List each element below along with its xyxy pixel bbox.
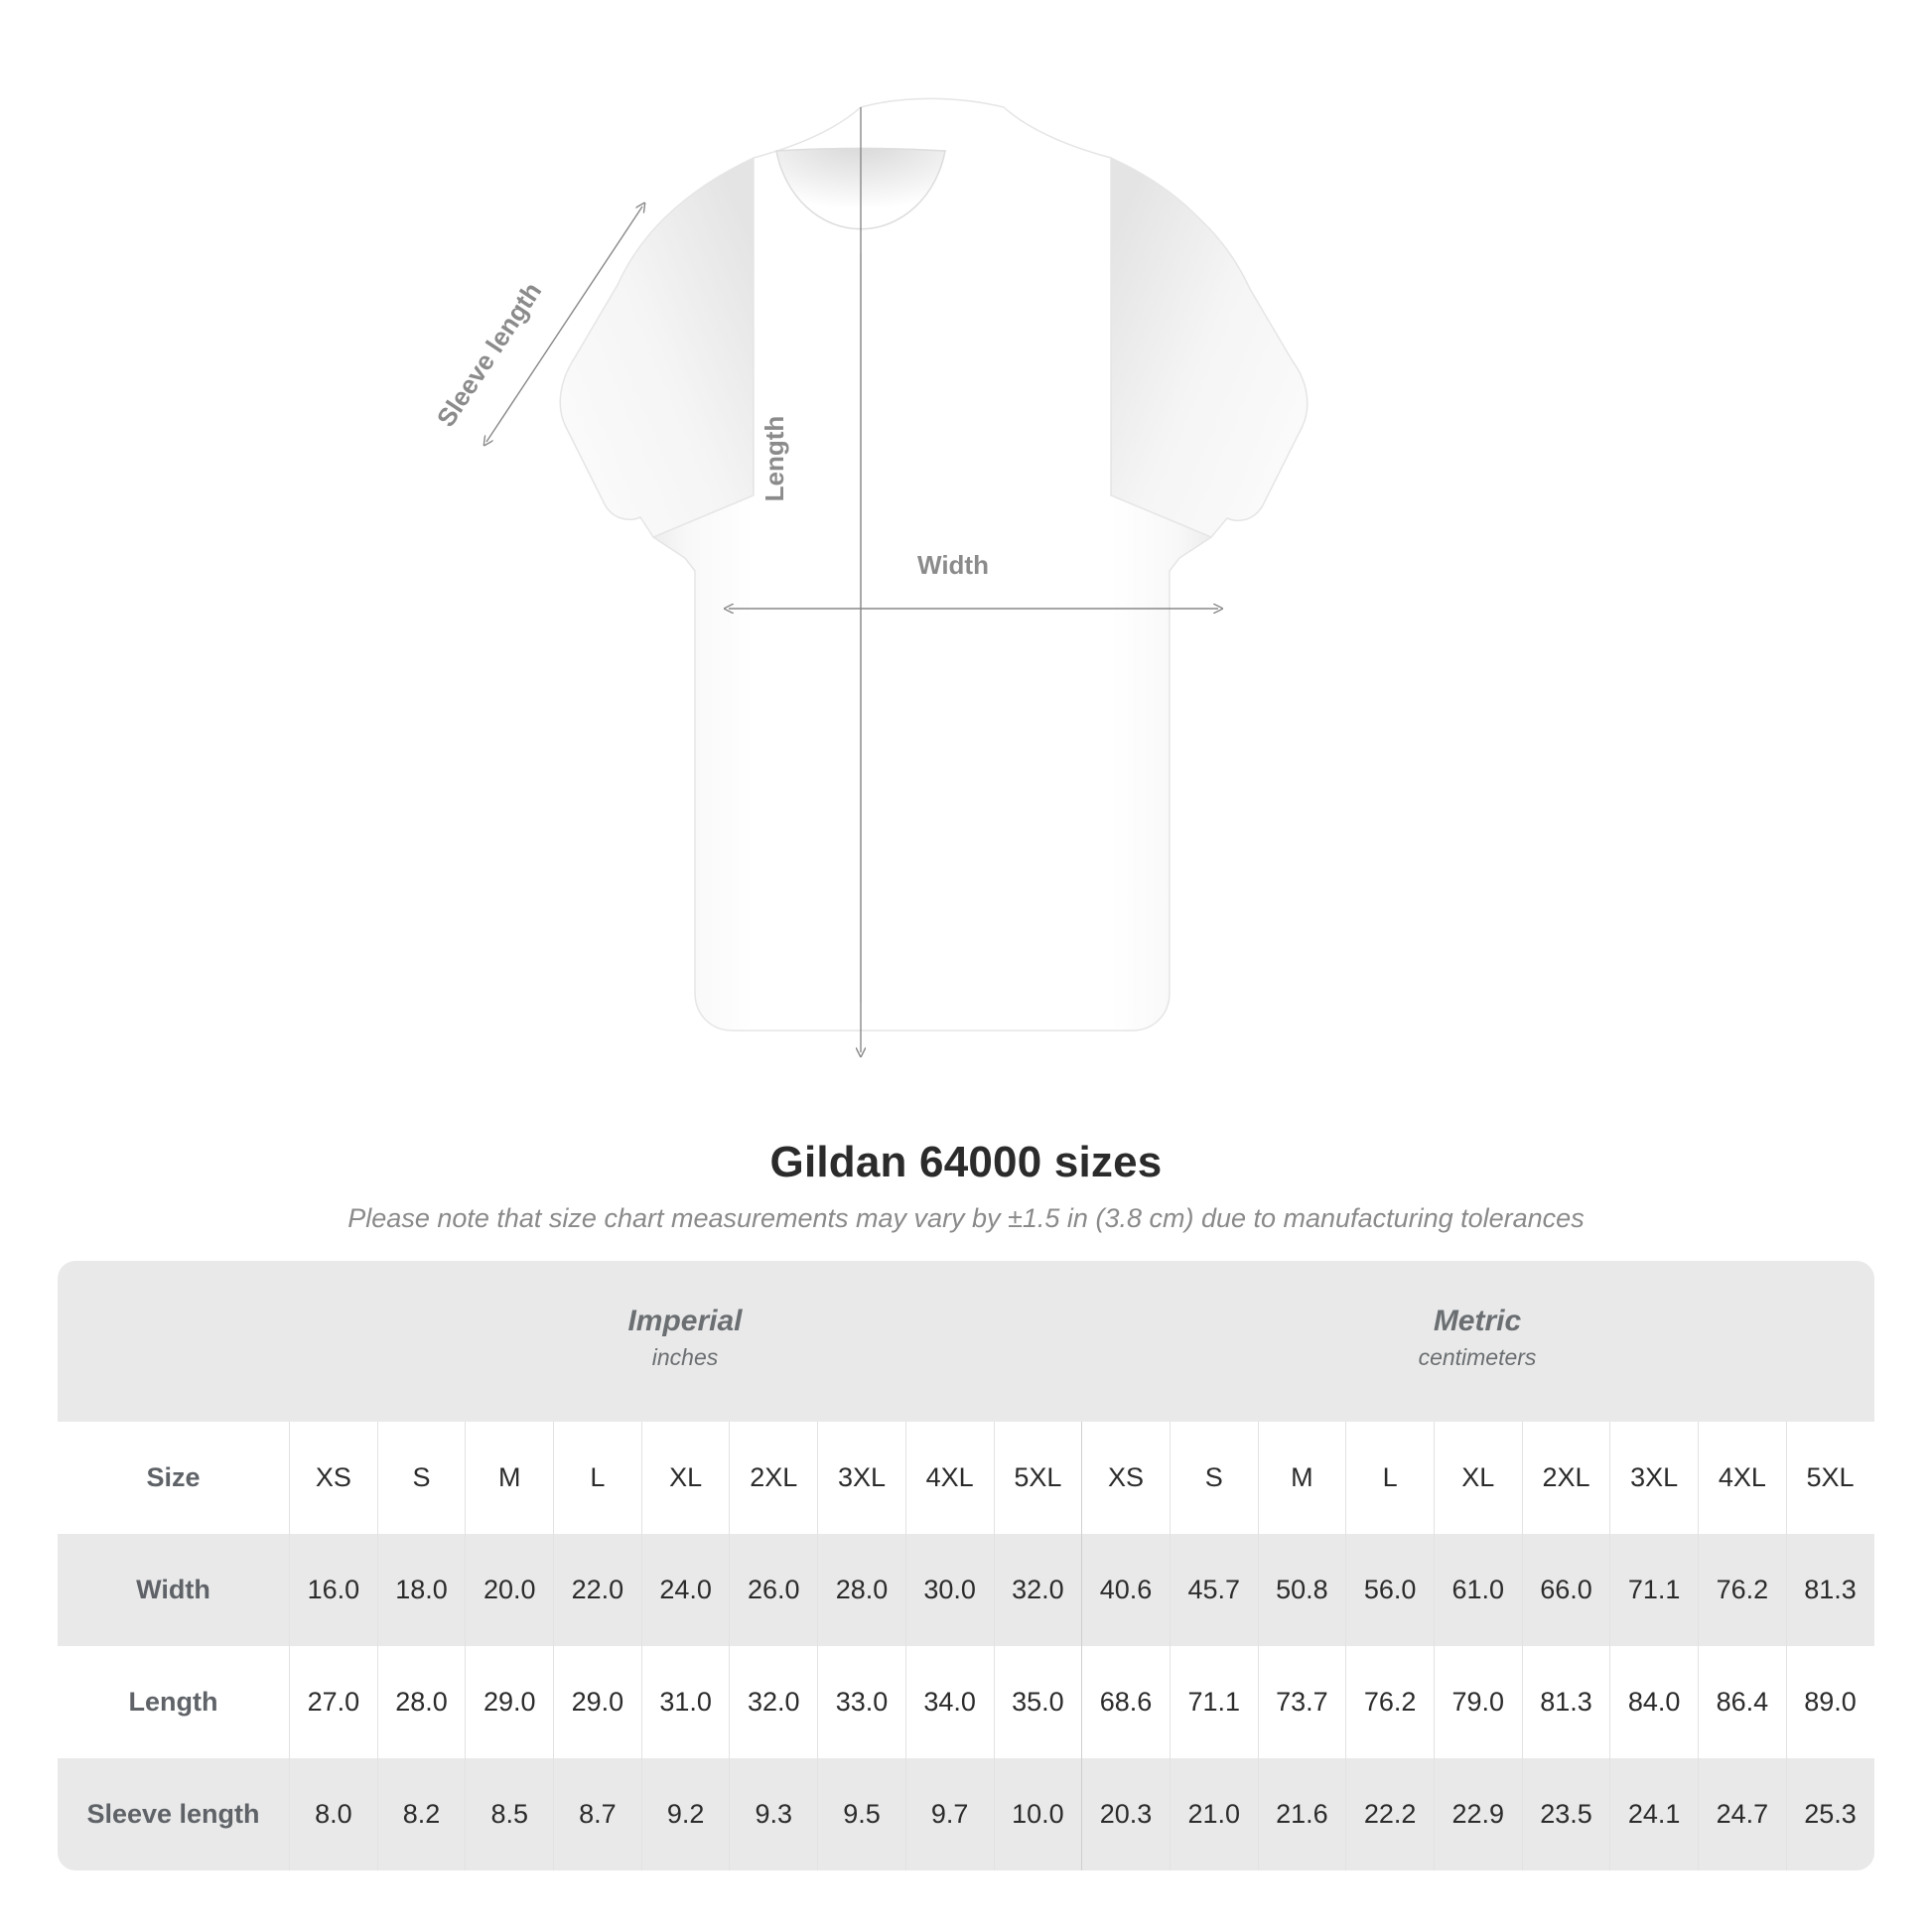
svg-text:Sleeve length: Sleeve length: [431, 277, 548, 432]
svg-text:Length: Length: [759, 416, 789, 502]
svg-text:Width: Width: [917, 550, 989, 580]
